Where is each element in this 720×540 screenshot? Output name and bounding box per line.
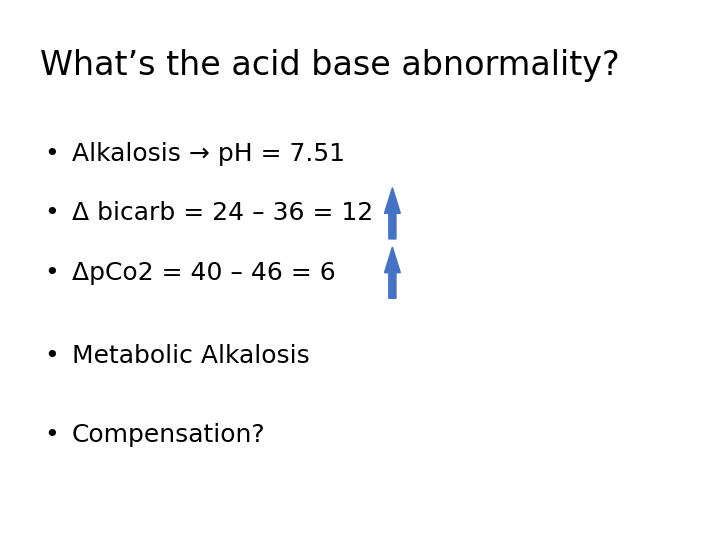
Text: ΔpCo2 = 40 – 46 = 6: ΔpCo2 = 40 – 46 = 6 bbox=[72, 261, 336, 285]
Text: Compensation?: Compensation? bbox=[72, 423, 266, 447]
Text: •: • bbox=[45, 423, 59, 447]
Text: Δ bicarb = 24 – 36 = 12: Δ bicarb = 24 – 36 = 12 bbox=[72, 201, 373, 225]
Polygon shape bbox=[384, 188, 400, 239]
Text: •: • bbox=[45, 201, 59, 225]
Text: •: • bbox=[45, 261, 59, 285]
Text: Metabolic Alkalosis: Metabolic Alkalosis bbox=[72, 345, 310, 368]
Text: What’s the acid base abnormality?: What’s the acid base abnormality? bbox=[40, 49, 619, 82]
Text: •: • bbox=[45, 345, 59, 368]
Polygon shape bbox=[384, 247, 400, 298]
Text: •: • bbox=[45, 142, 59, 166]
Text: Alkalosis → pH = 7.51: Alkalosis → pH = 7.51 bbox=[72, 142, 345, 166]
